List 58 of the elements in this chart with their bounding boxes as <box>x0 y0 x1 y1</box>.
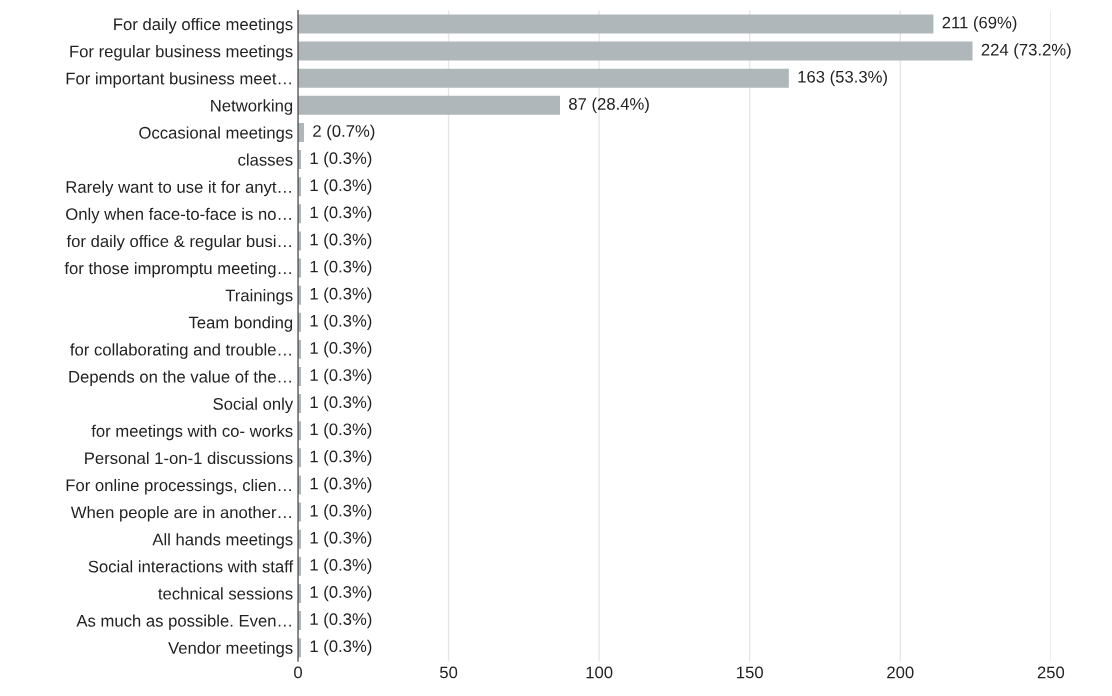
y-tick-label: Networking <box>211 99 293 115</box>
data-label: 2 (0.7%) <box>313 124 375 141</box>
data-label: 1 (0.3%) <box>310 178 372 195</box>
y-tick-label: for meetings with co- works <box>91 424 293 441</box>
y-tick-label: Social only <box>213 397 294 414</box>
y-tick-label: classes <box>238 153 293 166</box>
y-tick-label: for daily office & regular busi… <box>66 234 291 251</box>
data-label: 1 (0.3%) <box>310 151 372 168</box>
y-tick-label: technical sessions <box>158 587 293 600</box>
data-label: 1 (0.3%) <box>310 260 372 276</box>
y-tick-label: All hands meetings <box>152 533 293 549</box>
data-label: 1 (0.3%) <box>310 395 372 412</box>
data-label: 224 (73.2%) <box>981 43 1071 59</box>
y-tick-label: Occasional meetings <box>139 126 293 142</box>
data-label: 1 (0.3%) <box>310 341 372 358</box>
y-tick-label: Social interactions with staff <box>88 560 294 573</box>
data-label: 1 (0.3%) <box>310 368 372 385</box>
bar <box>298 41 973 61</box>
x-tick-label: 150 <box>737 666 763 679</box>
data-label: 1 (0.3%) <box>310 504 372 520</box>
y-tick-label: Depends on the value of the… <box>69 370 291 386</box>
data-label: 1 (0.3%) <box>310 531 372 547</box>
data-label: 1 (0.3%) <box>310 558 372 575</box>
x-tick-label: 200 <box>887 666 914 679</box>
y-tick-label: Personal 1-on-1 discussions <box>85 451 293 465</box>
data-label: 1 (0.3%) <box>310 639 372 656</box>
data-label: 1 (0.3%) <box>310 287 372 303</box>
y-tick-label: For daily office meetings <box>114 17 293 34</box>
y-tick-label: As much as possible. Even… <box>76 614 291 631</box>
y-tick-label: Only when face-to-face is no… <box>66 207 291 224</box>
y-tick-label: for those impromptu meeting… <box>64 261 291 278</box>
data-label: 1 (0.3%) <box>310 477 372 493</box>
data-label: 163 (53.3%) <box>798 70 887 86</box>
x-tick-label: 50 <box>439 666 458 679</box>
y-tick-label: For regular business meetings <box>70 45 293 61</box>
bar <box>298 95 560 115</box>
data-label: 87 (28.4%) <box>569 97 649 114</box>
x-tick-label: 250 <box>1037 666 1065 679</box>
data-label: 1 (0.3%) <box>310 585 372 602</box>
x-tick-label: 100 <box>586 666 613 679</box>
data-label: 211 (69%) <box>942 16 1017 32</box>
y-tick-label: Vendor meetings <box>168 641 293 658</box>
x-tick-label: 0 <box>294 666 302 679</box>
bar <box>298 68 789 88</box>
data-label: 1 (0.3%) <box>310 422 372 439</box>
y-tick-label: for collaborating and trouble… <box>70 343 291 359</box>
y-tick-label: Trainings <box>225 289 293 305</box>
y-tick-label: Team bonding <box>188 316 293 332</box>
data-label: 1 (0.3%) <box>310 450 372 466</box>
data-label: 1 (0.3%) <box>310 612 372 629</box>
y-tick-label: Rarely want to use it for anyt… <box>66 180 291 197</box>
data-label: 1 (0.3%) <box>310 233 372 249</box>
bar <box>298 14 934 34</box>
y-tick-label: When people are in another… <box>70 506 291 522</box>
y-tick-label: For online processings, clien… <box>66 478 291 495</box>
y-tick-label: For important business meet… <box>66 72 291 88</box>
data-label: 1 (0.3%) <box>310 314 372 331</box>
data-label: 1 (0.3%) <box>310 206 372 222</box>
